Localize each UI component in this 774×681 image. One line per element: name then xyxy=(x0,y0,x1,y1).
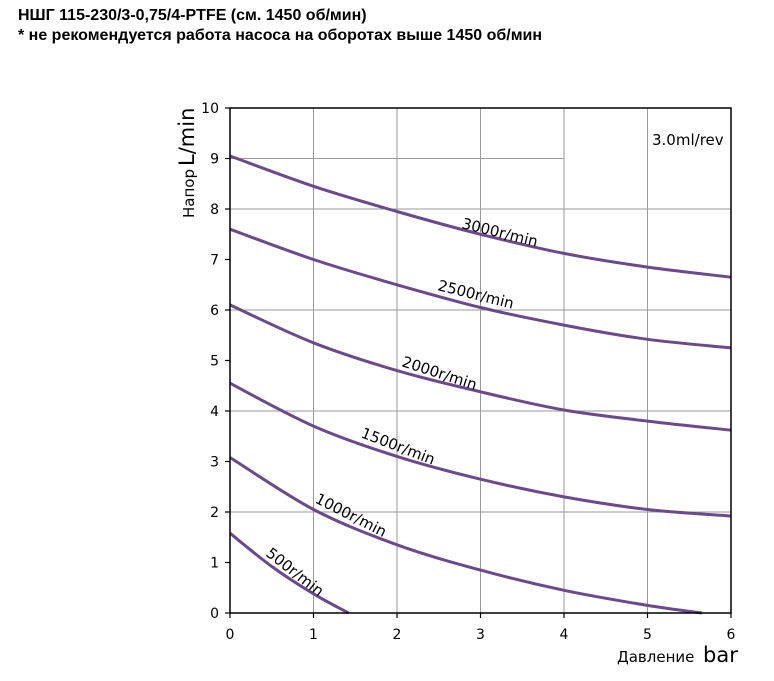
y-tick-label-7: 7 xyxy=(210,253,219,269)
x-tick-label-3: 3 xyxy=(476,627,485,643)
x-axis-label-unit: bar xyxy=(703,643,738,667)
curve-2000r-min xyxy=(229,303,732,432)
curve-label-3000r-min: 3000r/min xyxy=(460,214,540,250)
y-axis-label: Напор L/min xyxy=(175,108,199,218)
axes xyxy=(225,107,732,618)
y-tick-label-10: 10 xyxy=(201,101,219,117)
x-tick-label-2: 2 xyxy=(393,627,402,643)
y-tick-label-0: 0 xyxy=(210,606,219,622)
y-tick-label-5: 5 xyxy=(210,354,219,370)
x-tick-label-0: 0 xyxy=(226,627,235,643)
tick-labels: 0 1 2 3 4 5 6 0 1 2 3 4 5 6 7 8 9 10 xyxy=(201,101,735,643)
y-axis-label-unit: L/min xyxy=(175,108,199,166)
y-tick-label-4: 4 xyxy=(210,404,219,420)
curve-1000r-min xyxy=(229,456,703,615)
curve-1500r-min xyxy=(229,381,732,518)
x-axis-label: Давление bar xyxy=(617,643,738,667)
x-tick-label-4: 4 xyxy=(560,627,569,643)
y-tick-label-9: 9 xyxy=(210,152,219,168)
y-tick-label-1: 1 xyxy=(210,556,219,572)
x-tick-label-1: 1 xyxy=(309,627,318,643)
curves xyxy=(229,154,732,615)
chart-title: НШГ 115-230/3-0,75/4-PTFE (см. 1450 об/м… xyxy=(18,7,367,24)
curve-labels: 3000r/min2500r/min2000r/min1500r/min1000… xyxy=(263,214,540,600)
x-tick-label-6: 6 xyxy=(727,627,736,643)
y-tick-label-6: 6 xyxy=(210,303,219,319)
curve-label-2000r-min: 2000r/min xyxy=(400,353,479,394)
annotation-label: 3.0ml/rev xyxy=(652,131,724,149)
x-tick-label-5: 5 xyxy=(643,627,652,643)
grid xyxy=(230,108,731,613)
chart-note: * не рекомендуется работа насоса на обор… xyxy=(18,27,543,44)
y-axis-label-prefix: Напор xyxy=(180,169,198,218)
curve-500r-min xyxy=(229,532,350,615)
curve-3000r-min xyxy=(229,154,732,279)
curve-2500r-min xyxy=(229,227,732,350)
y-tick-label-3: 3 xyxy=(210,455,219,471)
y-tick-label-8: 8 xyxy=(210,202,219,218)
x-axis-label-prefix: Давление xyxy=(617,648,694,666)
curve-label-500r-min: 500r/min xyxy=(263,544,328,600)
y-tick-label-2: 2 xyxy=(210,505,219,521)
